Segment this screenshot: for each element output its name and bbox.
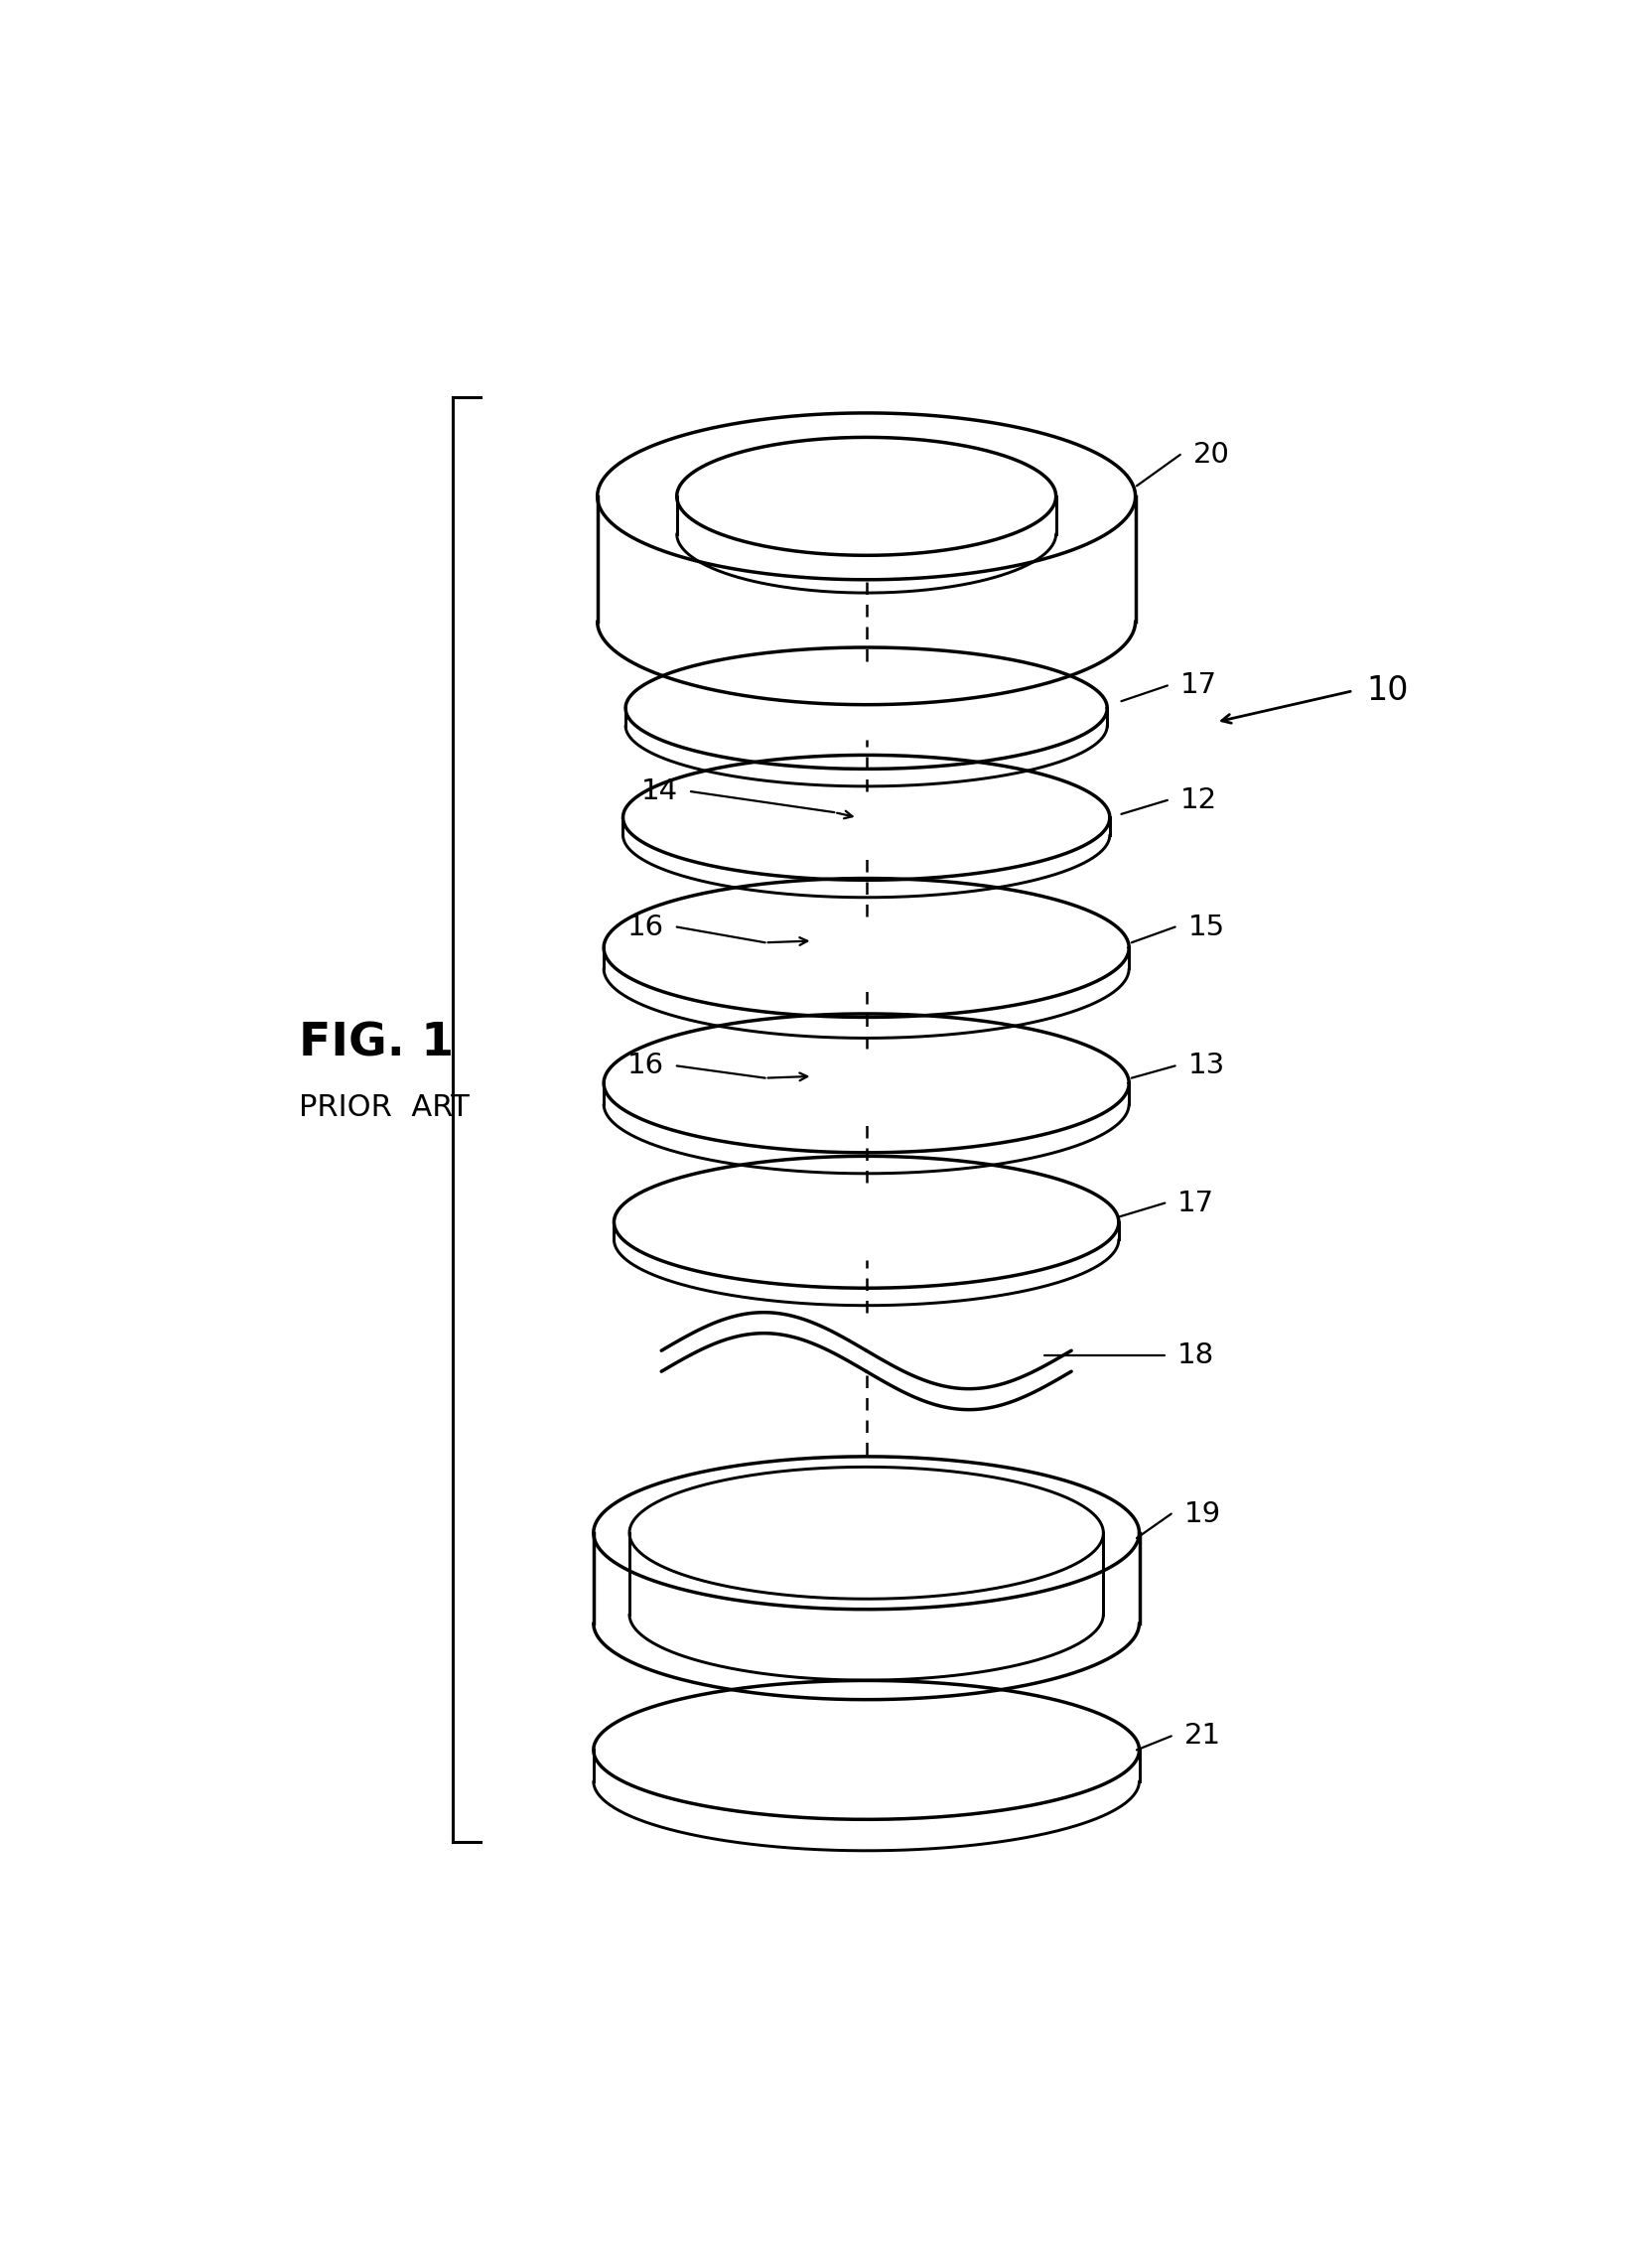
- Text: 17: 17: [1180, 672, 1216, 699]
- Text: FIG. 1: FIG. 1: [299, 1022, 454, 1067]
- Text: 16: 16: [626, 913, 664, 940]
- Text: 10: 10: [1365, 674, 1408, 708]
- Text: 14: 14: [641, 778, 677, 805]
- Text: 16: 16: [626, 1051, 664, 1080]
- Text: 12: 12: [1180, 787, 1216, 814]
- Text: 19: 19: [1183, 1500, 1221, 1527]
- Text: 17: 17: [1176, 1188, 1214, 1218]
- Text: PRIOR  ART: PRIOR ART: [299, 1094, 469, 1123]
- Text: 20: 20: [1193, 440, 1229, 469]
- Text: 15: 15: [1188, 913, 1224, 940]
- Text: 13: 13: [1188, 1051, 1224, 1080]
- Text: 21: 21: [1183, 1723, 1221, 1750]
- Text: 18: 18: [1176, 1342, 1214, 1369]
